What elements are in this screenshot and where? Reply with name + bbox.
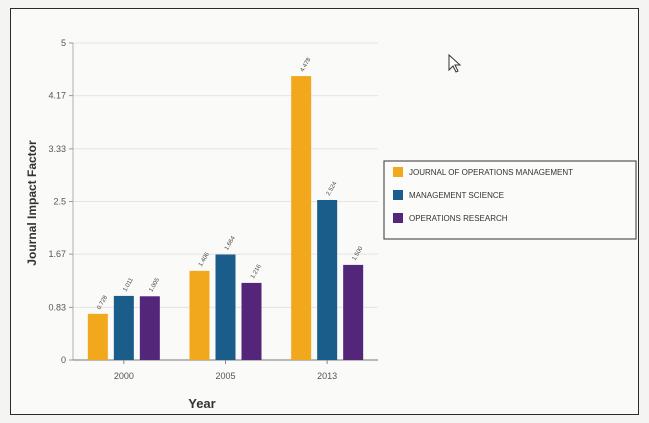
bar: [189, 270, 210, 360]
y-tick-label: 2.5: [53, 197, 66, 207]
y-tick-label: 5: [61, 38, 66, 48]
mouse-cursor-icon: [448, 53, 462, 73]
y-tick-label: 0: [61, 355, 66, 365]
legend-entry-label: MANAGEMENT SCIENCE: [409, 191, 504, 200]
bar: [215, 254, 236, 360]
legend-entry-label: OPERATIONS RESEARCH: [409, 214, 508, 223]
bar-value-label: 1.664: [224, 235, 237, 252]
legend-swatch: [393, 190, 403, 200]
bar-value-label: 1.216: [250, 263, 263, 280]
bar: [139, 296, 160, 360]
bar-value-label: 1.005: [148, 277, 161, 294]
y-tick-label: 3.33: [48, 144, 66, 154]
legend-box: [383, 160, 637, 240]
bar: [87, 313, 108, 360]
x-tick-label: 2000: [114, 371, 134, 381]
bar: [291, 76, 312, 361]
x-tick-label: 2005: [215, 371, 235, 381]
legend-swatch: [393, 213, 403, 223]
bar-value-label: 1.500: [352, 245, 365, 262]
y-axis-title: Journal Impact Factor: [25, 140, 39, 266]
legend: JOURNAL OF OPERATIONS MANAGEMENT MANAGEME…: [383, 160, 637, 240]
y-tick-label: 4.17: [48, 91, 66, 101]
bar-value-label: 0.728: [96, 294, 109, 311]
bar-value-label: 2.524: [326, 180, 339, 197]
legend-swatch: [393, 167, 403, 177]
bar: [241, 282, 262, 360]
bar-value-label: 1.011: [122, 277, 135, 293]
y-tick-label: 1.67: [48, 249, 66, 259]
legend-entry-label: JOURNAL OF OPERATIONS MANAGEMENT: [409, 168, 573, 177]
x-axis: 2000 2005 2013: [73, 359, 378, 381]
bar: [343, 264, 364, 360]
y-tick-label: 0.83: [48, 302, 66, 312]
bar: [113, 295, 134, 360]
x-tick-label: 2013: [317, 371, 337, 381]
bars: [87, 76, 364, 361]
x-axis-title: Year: [188, 396, 215, 411]
bar: [317, 199, 338, 360]
y-axis: 0 0.83 1.67 2.5 3.33 4.17 5: [48, 38, 74, 365]
bar-value-label: 4.478: [300, 57, 313, 74]
